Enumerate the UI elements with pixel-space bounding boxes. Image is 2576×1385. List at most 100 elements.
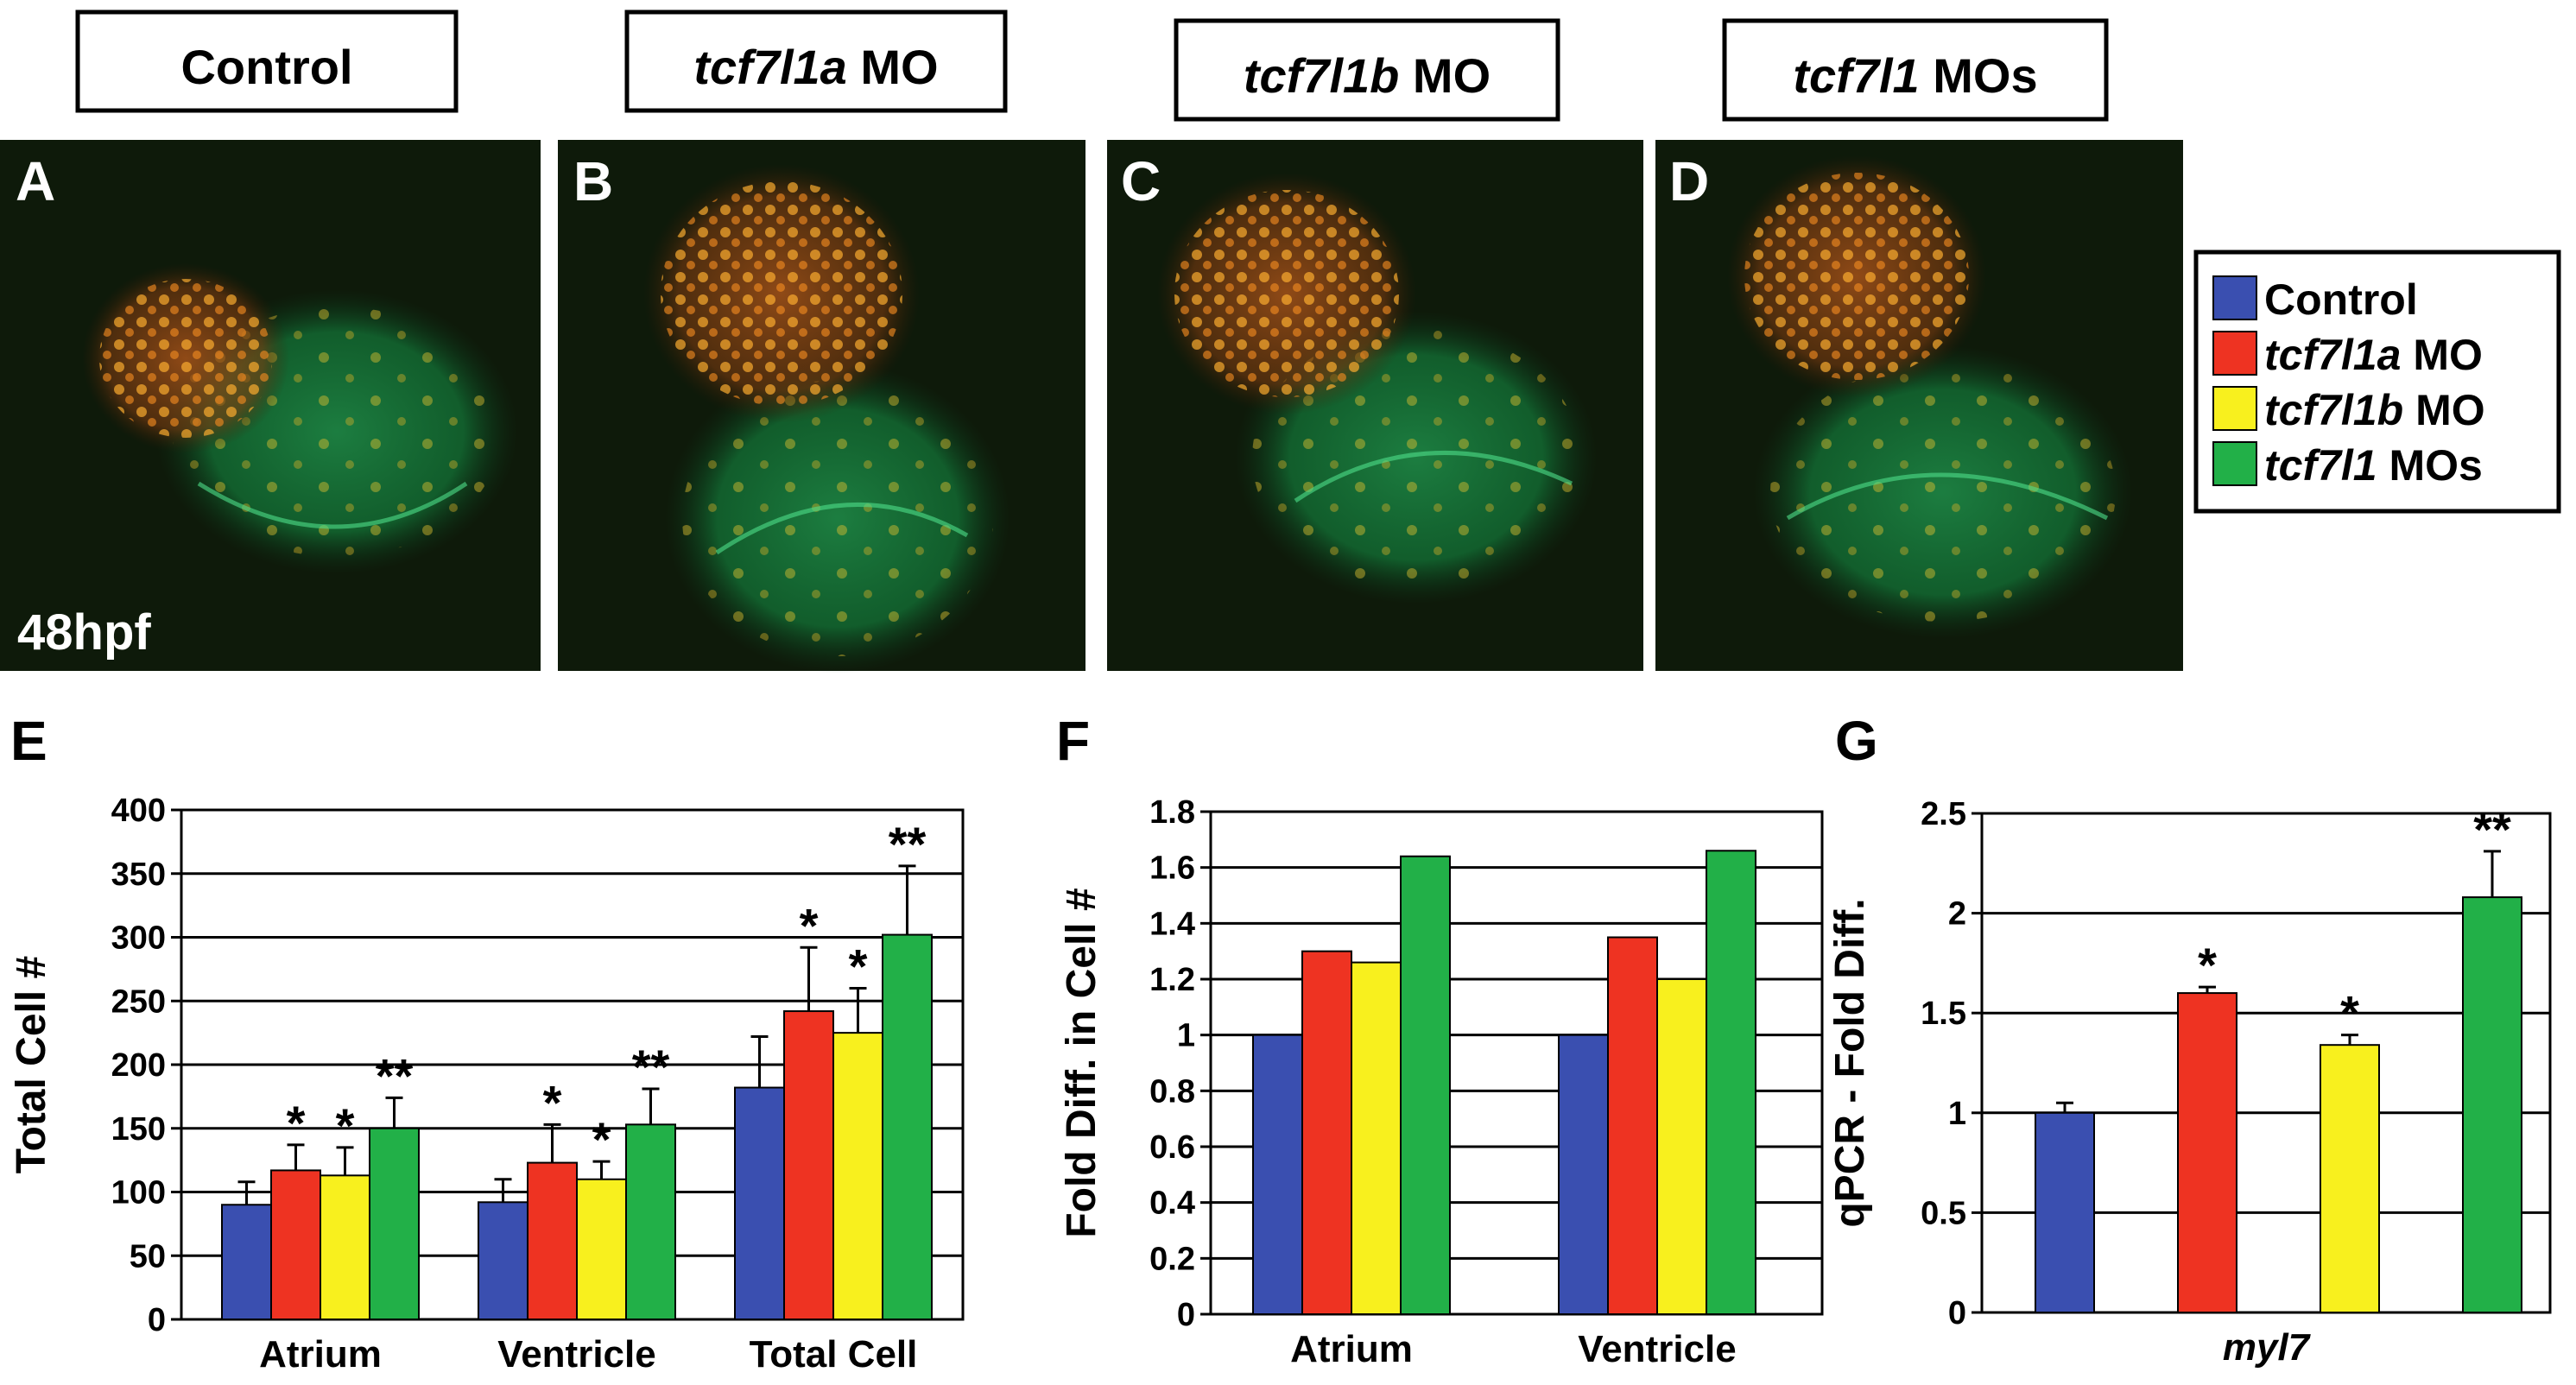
y-tick-label: 1.5 — [1921, 996, 1966, 1032]
panel-letter-g: G — [1835, 710, 1878, 772]
bar — [221, 1204, 272, 1320]
bar — [734, 1086, 785, 1321]
image-panel-b: B — [558, 140, 1085, 674]
y-tick-label: 300 — [111, 920, 166, 957]
bar — [1400, 855, 1451, 1315]
legend-item-tcf7l1a: tcf7l1a MO — [2212, 331, 2483, 379]
image-letter-a: A — [16, 150, 55, 212]
significance-star: * — [592, 1112, 611, 1167]
bar — [2320, 1044, 2380, 1314]
significance-star: * — [543, 1075, 562, 1129]
bar — [882, 933, 933, 1321]
bar — [783, 1010, 834, 1321]
category-label: myl7 — [2223, 1326, 2312, 1369]
bar — [576, 1178, 627, 1320]
category-label: Ventricle — [497, 1333, 655, 1376]
y-tick-label: 0.8 — [1149, 1073, 1195, 1110]
image-letter-d: D — [1669, 150, 1709, 212]
y-tick-label: 0.5 — [1921, 1195, 1966, 1231]
category-label: Atrium — [1290, 1328, 1413, 1370]
category-label: Ventricle — [1578, 1328, 1736, 1370]
significance-star: * — [800, 898, 819, 952]
title-box-control: Control — [75, 9, 459, 113]
legend-swatch-tcf7l1a — [2212, 331, 2257, 376]
category-label: Total Cell — [750, 1333, 918, 1376]
title-text-control: Control — [180, 40, 352, 94]
bar — [527, 1161, 578, 1320]
y-tick-label: 400 — [111, 793, 166, 829]
y-tick-label: 1 — [1948, 1096, 1966, 1132]
significance-star: ** — [889, 817, 927, 871]
image-panel-a: A 48hpf — [0, 140, 541, 671]
panel-letter-e: E — [10, 710, 47, 772]
bar — [832, 1032, 883, 1320]
significance-star: * — [2340, 986, 2359, 1040]
significance-star: * — [287, 1096, 306, 1150]
chart-f: F 0 0.2 0.4 0.6 0.8 1 1.2 1.4 1.6 1.8 Fold Diff. in… — [1056, 710, 1824, 1370]
legend-label-control: Control — [2264, 275, 2418, 324]
y-tick-label: 50 — [130, 1238, 166, 1274]
title-box-tcf7l1b: tcf7l1b MO — [1174, 18, 1560, 122]
bar — [2177, 992, 2237, 1313]
y-axis-label: Fold Diff. in Cell # — [1059, 888, 1104, 1237]
significance-star: * — [849, 939, 868, 994]
legend-swatch-control — [2212, 275, 2257, 320]
plot-frame — [1209, 810, 1824, 1316]
y-tick-label: 0.4 — [1149, 1186, 1195, 1222]
legend: Control tcf7l1a MO tcf7l1b MO tcf7l1 MOs — [2193, 250, 2561, 514]
significance-star: ** — [632, 1040, 670, 1094]
significance-star: ** — [2473, 802, 2511, 857]
y-tick-label: 1.4 — [1149, 906, 1195, 942]
bar — [320, 1174, 370, 1320]
bar — [1301, 950, 1352, 1315]
bar — [2462, 896, 2522, 1313]
image-letter-b: B — [573, 150, 613, 212]
legend-item-tcf7l1b: tcf7l1b MO — [2212, 386, 2485, 434]
y-tick-label: 100 — [111, 1175, 166, 1211]
bar — [1351, 961, 1402, 1315]
stage-label: 48hpf — [17, 604, 151, 661]
y-tick-label: 0 — [1948, 1295, 1966, 1331]
y-tick-label: 0 — [148, 1302, 166, 1338]
y-tick-label: 0 — [1177, 1297, 1195, 1333]
y-tick-label: 1 — [1177, 1018, 1195, 1054]
bar — [1252, 1034, 1303, 1315]
image-letter-c: C — [1121, 150, 1161, 212]
title-box-tcf7l1a: tcf7l1a MO — [624, 9, 1008, 113]
image-panel-c: C — [1107, 140, 1643, 671]
legend-item-control: Control — [2212, 275, 2418, 324]
y-tick-label: 1.8 — [1149, 794, 1195, 831]
bar — [478, 1201, 528, 1321]
category-label: Atrium — [259, 1333, 382, 1376]
bar — [369, 1127, 420, 1320]
title-text-tcf7l1a: tcf7l1a MO — [693, 40, 938, 94]
y-tick-label: 2.5 — [1921, 796, 1966, 832]
title-box-tcf7l1: tcf7l1 MOs — [1722, 18, 2109, 122]
legend-swatch-tcf7l1b — [2212, 386, 2257, 431]
y-tick-label: 2 — [1948, 896, 1966, 933]
bar — [1607, 936, 1658, 1315]
y-tick-label: 350 — [111, 857, 166, 893]
legend-label-tcf7l1b: tcf7l1b MO — [2264, 386, 2485, 434]
y-tick-label: 0.6 — [1149, 1129, 1195, 1166]
significance-star: * — [336, 1098, 355, 1153]
title-text-tcf7l1b: tcf7l1b MO — [1244, 48, 1491, 103]
panel-letter-f: F — [1056, 710, 1090, 772]
bar — [1558, 1034, 1609, 1315]
legend-swatch-tcf7l1 — [2212, 441, 2257, 486]
y-tick-label: 1.6 — [1149, 851, 1195, 887]
title-text-tcf7l1: tcf7l1 MOs — [1793, 48, 2037, 103]
y-axis-label: qPCR - Fold Diff. — [1827, 898, 1873, 1227]
y-axis-label: Total Cell # — [9, 956, 54, 1174]
y-tick-label: 250 — [111, 983, 166, 1020]
y-tick-label: 0.2 — [1149, 1241, 1195, 1277]
bar — [625, 1123, 676, 1320]
bar — [1656, 978, 1707, 1315]
plot-frame — [1980, 812, 2552, 1314]
y-tick-label: 1.2 — [1149, 962, 1195, 998]
significance-star: ** — [376, 1048, 414, 1103]
image-panel-d: D — [1655, 140, 2183, 671]
